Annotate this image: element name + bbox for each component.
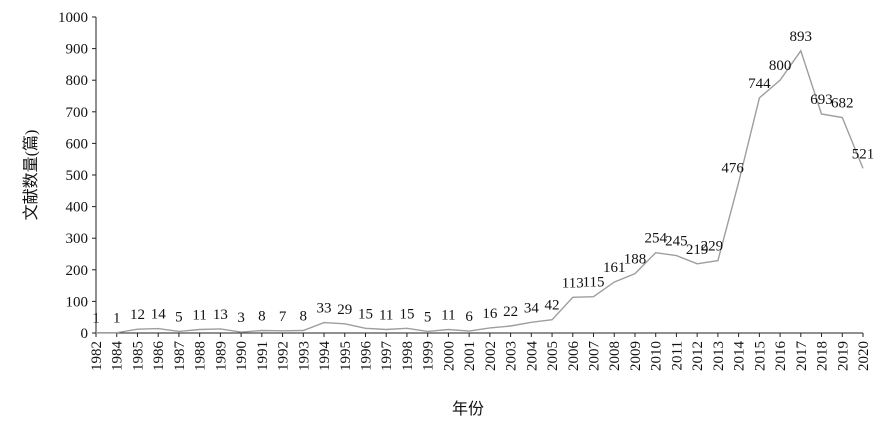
data-label: 34 bbox=[524, 300, 540, 316]
data-label: 1 bbox=[113, 311, 121, 327]
y-tick-label: 300 bbox=[66, 231, 89, 247]
data-label: 33 bbox=[317, 301, 332, 317]
x-tick-label: 2004 bbox=[524, 341, 540, 372]
x-tick-label: 2010 bbox=[649, 341, 665, 371]
data-label: 800 bbox=[769, 58, 792, 74]
x-tick-label: 1987 bbox=[172, 341, 188, 372]
data-label: 521 bbox=[852, 146, 875, 162]
x-tick-label: 1991 bbox=[255, 341, 271, 371]
data-label: 15 bbox=[399, 306, 414, 322]
data-label: 219 bbox=[686, 242, 709, 258]
data-label: 5 bbox=[424, 309, 432, 325]
x-tick-label: 2007 bbox=[587, 341, 603, 372]
x-tick-label: 2020 bbox=[856, 341, 872, 371]
y-tick-label: 200 bbox=[66, 263, 89, 279]
x-tick-label: 1982 bbox=[89, 341, 105, 371]
series-line bbox=[96, 49, 864, 334]
data-label: 12 bbox=[130, 307, 145, 323]
series-line-layer bbox=[96, 49, 864, 334]
data-label: 254 bbox=[644, 231, 667, 247]
x-tick-label: 2018 bbox=[815, 341, 831, 371]
data-label: 8 bbox=[300, 308, 308, 324]
data-label: 5 bbox=[175, 309, 183, 325]
x-tick-label: 2016 bbox=[773, 341, 789, 372]
x-axis-title: 年份 bbox=[452, 400, 484, 418]
data-label: 893 bbox=[790, 29, 813, 45]
data-label: 42 bbox=[545, 298, 560, 314]
x-tick-label: 1988 bbox=[193, 341, 209, 371]
x-tick-label: 2017 bbox=[794, 341, 810, 372]
data-label: 682 bbox=[831, 95, 854, 111]
data-label: 29 bbox=[337, 302, 352, 318]
x-tick-label: 2019 bbox=[835, 341, 851, 371]
data-label: 22 bbox=[503, 304, 518, 320]
y-tick-label: 900 bbox=[66, 42, 89, 58]
axes: 0 100 200 300 400 500 600 700 800 900 1000 1982 1984… bbox=[58, 10, 872, 371]
x-tick-label: 1997 bbox=[379, 341, 395, 372]
data-label: 7 bbox=[279, 309, 287, 325]
x-tick-label: 2011 bbox=[669, 341, 685, 370]
data-label: 11 bbox=[192, 308, 206, 324]
x-tick-label: 2013 bbox=[711, 341, 727, 371]
data-label: 1 bbox=[92, 311, 100, 327]
data-labels: 1 1 12 14 5 11 13 3 8 7 8 33 29 15 11 15 5 11 6 16 22 34 42113… bbox=[92, 29, 874, 327]
x-tick-label: 2001 bbox=[462, 341, 478, 371]
x-tick-label: 1992 bbox=[276, 341, 292, 371]
data-label: 14 bbox=[151, 307, 167, 323]
y-axis-title: 文献数量(篇) bbox=[22, 130, 40, 221]
y-tick-label: 600 bbox=[66, 136, 89, 152]
y-tick-label: 400 bbox=[66, 200, 89, 216]
x-tick-label: 2000 bbox=[441, 341, 457, 371]
data-label: 8 bbox=[258, 308, 266, 324]
data-label: 3 bbox=[237, 310, 245, 326]
x-tick-label: 1984 bbox=[110, 341, 126, 372]
data-label: 229 bbox=[701, 239, 724, 255]
data-label: 6 bbox=[465, 309, 473, 325]
x-tick-label: 1985 bbox=[130, 341, 146, 371]
data-label: 13 bbox=[213, 307, 228, 323]
y-tick-label: 0 bbox=[81, 326, 89, 342]
x-tick-label: 1990 bbox=[234, 341, 250, 371]
x-tick-label: 2003 bbox=[504, 341, 520, 371]
x-tick-label: 2006 bbox=[566, 341, 582, 372]
y-tick-label: 800 bbox=[66, 73, 89, 89]
x-tick-label: 1989 bbox=[213, 341, 229, 371]
x-tick-label: 2008 bbox=[607, 341, 623, 371]
x-tick-label: 2015 bbox=[752, 341, 768, 371]
x-tick-label: 1998 bbox=[400, 341, 416, 371]
data-label: 11 bbox=[379, 308, 393, 324]
data-label: 11 bbox=[441, 308, 455, 324]
data-label: 744 bbox=[748, 76, 771, 92]
data-label: 113 bbox=[562, 275, 584, 291]
data-label: 245 bbox=[665, 234, 688, 250]
x-tick-label: 2005 bbox=[545, 341, 561, 371]
x-tick-label: 2012 bbox=[690, 341, 706, 371]
data-label: 115 bbox=[583, 275, 605, 291]
x-tick-label: 1993 bbox=[296, 341, 312, 371]
x-tick-label: 1995 bbox=[338, 341, 354, 371]
data-label: 188 bbox=[624, 252, 647, 268]
data-label: 16 bbox=[482, 306, 498, 322]
data-label: 15 bbox=[358, 306, 373, 322]
y-tick-label: 100 bbox=[66, 294, 89, 310]
data-label: 476 bbox=[721, 161, 744, 177]
x-tick-label: 1996 bbox=[358, 341, 374, 372]
x-tick-label: 2009 bbox=[628, 341, 644, 371]
x-tick-label: 2002 bbox=[483, 341, 499, 371]
data-label: 161 bbox=[603, 260, 626, 276]
x-tick-label: 1994 bbox=[317, 341, 333, 372]
y-tick-label: 1000 bbox=[58, 10, 88, 26]
x-tick-label: 2014 bbox=[732, 341, 748, 372]
x-tick-label: 1999 bbox=[421, 341, 437, 371]
y-tick-label: 500 bbox=[66, 168, 89, 184]
data-label: 693 bbox=[810, 92, 833, 108]
y-tick-label: 700 bbox=[66, 105, 89, 121]
x-tick-label: 1986 bbox=[151, 341, 167, 372]
